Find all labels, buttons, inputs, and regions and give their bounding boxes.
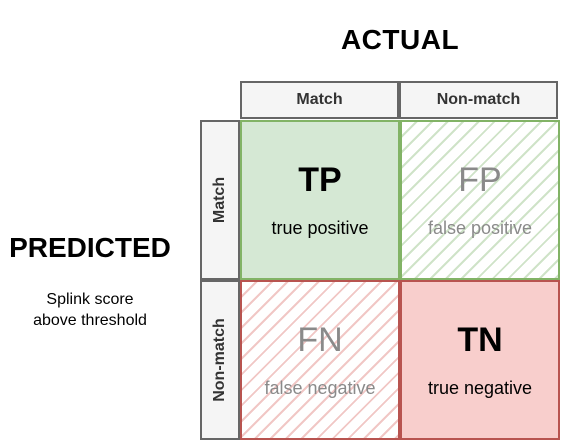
row-header-non-match-label: Non-match	[211, 318, 228, 402]
cell-tp-abbr: TP	[298, 161, 342, 199]
cell-tn-abbr: TN	[457, 321, 503, 359]
cell-fp-label: false positive	[427, 218, 533, 238]
predicted-subtitle-line1: Splink score	[46, 291, 134, 308]
row-header-non-match: Non-match	[200, 280, 240, 440]
column-header-non-match: Non-match	[399, 81, 558, 119]
cell-true-negative: TN true negative	[400, 280, 560, 440]
cell-false-positive: FP false positive	[400, 120, 560, 280]
column-header-non-match-label: Non-match	[436, 91, 521, 108]
row-header-match-label: Match	[211, 176, 229, 224]
column-header-match: Match	[240, 81, 399, 119]
cell-fn-abbr: FN	[297, 321, 343, 359]
predicted-subtitle: Splink score above threshold	[0, 289, 180, 331]
predicted-subtitle-line2: above threshold	[33, 312, 147, 329]
cell-tn-label: true negative	[427, 378, 533, 398]
cell-tp-label: true positive	[271, 218, 369, 238]
cell-fn-label: false negative	[264, 378, 376, 398]
column-header-match-label: Match	[296, 91, 343, 108]
row-header-match: Match	[200, 120, 240, 280]
actual-title: ACTUAL	[340, 24, 460, 55]
cell-false-negative: FN false negative	[240, 280, 400, 440]
cell-true-positive: TP true positive	[240, 120, 400, 280]
predicted-title: PREDICTED	[9, 232, 171, 263]
cell-fp-abbr: FP	[458, 161, 502, 199]
